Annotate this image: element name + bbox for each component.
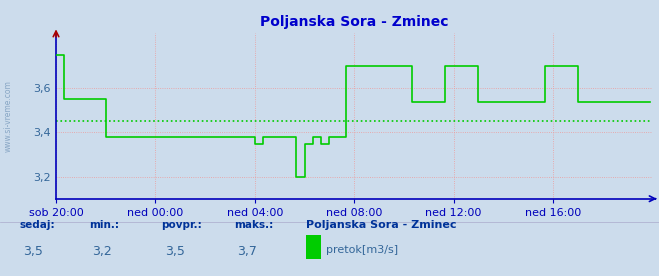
Text: Poljanska Sora - Zminec: Poljanska Sora - Zminec [306,220,457,230]
Text: 3,2: 3,2 [92,245,112,258]
Text: povpr.:: povpr.: [161,220,202,230]
Title: Poljanska Sora - Zminec: Poljanska Sora - Zminec [260,15,449,29]
Text: 3,7: 3,7 [237,245,257,258]
Text: 3,5: 3,5 [23,245,43,258]
Text: maks.:: maks.: [234,220,273,230]
Text: sedaj:: sedaj: [20,220,55,230]
Text: 3,5: 3,5 [165,245,185,258]
Text: pretok[m3/s]: pretok[m3/s] [326,245,397,254]
Text: www.si-vreme.com: www.si-vreme.com [4,80,13,152]
Text: min.:: min.: [89,220,119,230]
